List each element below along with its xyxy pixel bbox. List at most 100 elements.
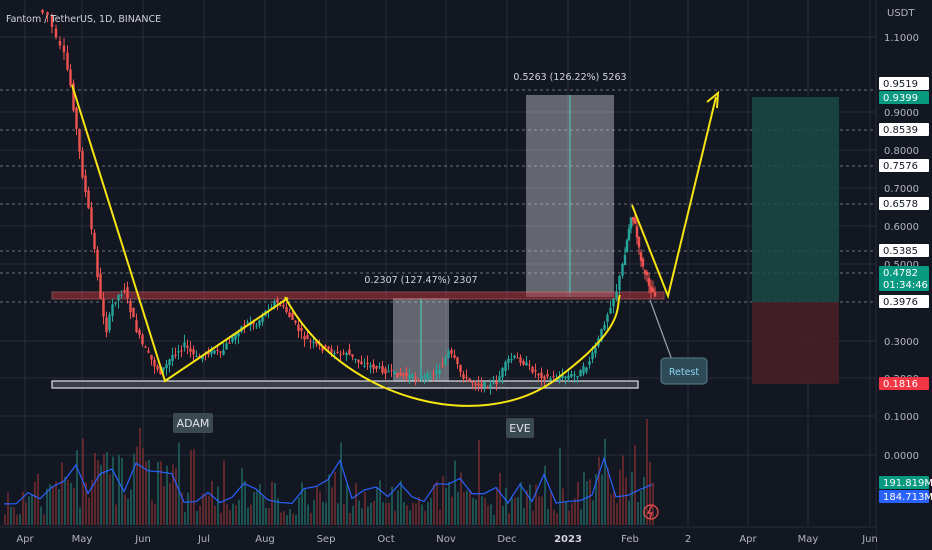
candle-body bbox=[309, 340, 312, 342]
adam-label: ADAM bbox=[177, 417, 210, 430]
candle-body bbox=[483, 382, 486, 388]
candle-body bbox=[649, 286, 653, 293]
volume-bar bbox=[37, 473, 39, 525]
lightning-glyph bbox=[646, 505, 653, 519]
adam-trendline bbox=[71, 84, 289, 383]
volume-bar bbox=[382, 502, 384, 525]
volume-bar bbox=[79, 507, 81, 525]
volume-bar bbox=[508, 513, 510, 525]
candle-body bbox=[570, 374, 573, 377]
price-tag: 01:34:46 bbox=[883, 280, 928, 291]
candle-body bbox=[288, 312, 291, 317]
time-tick: Sep bbox=[317, 534, 336, 545]
volume-bar bbox=[148, 459, 150, 525]
candle-body bbox=[639, 252, 643, 261]
candle-body bbox=[81, 150, 84, 178]
candle-body bbox=[162, 367, 165, 371]
volume-bar bbox=[589, 479, 591, 525]
volume-bar bbox=[622, 455, 624, 525]
volume-bar bbox=[412, 502, 414, 525]
volume-bar bbox=[361, 508, 363, 525]
candle-body bbox=[588, 361, 591, 365]
volume-bar bbox=[505, 487, 507, 525]
candle-body bbox=[129, 300, 132, 313]
price-tag: 0.4782 bbox=[883, 268, 918, 279]
volume-bar bbox=[340, 442, 342, 525]
measure-label-1: 0.2307 (127.47%) 2307 bbox=[364, 275, 477, 286]
candle-body bbox=[303, 336, 306, 340]
volume-bar bbox=[346, 484, 348, 525]
candle-body bbox=[189, 348, 192, 352]
candle-body bbox=[312, 341, 315, 343]
price-tick: 0.8000 bbox=[884, 146, 919, 157]
candle-body bbox=[330, 348, 333, 353]
volume-bar bbox=[430, 497, 432, 525]
candle-body bbox=[471, 381, 474, 383]
candle-body bbox=[564, 376, 567, 379]
candle-body bbox=[582, 366, 585, 374]
time-tick: Feb bbox=[621, 534, 639, 545]
candle-body bbox=[637, 237, 641, 248]
volume-bar bbox=[586, 481, 588, 525]
volume-bar bbox=[220, 512, 222, 525]
price-tag: 184.713M bbox=[883, 492, 932, 503]
price-tick: 0.0000 bbox=[884, 451, 919, 462]
axis-currency: USDT bbox=[887, 8, 915, 19]
candle-body bbox=[46, 12, 49, 16]
volume-bar bbox=[445, 488, 447, 525]
candle-body bbox=[615, 291, 618, 299]
volume-bar bbox=[91, 480, 93, 525]
volume-bar bbox=[523, 508, 525, 525]
candle-body bbox=[647, 277, 651, 286]
price-tag-bg bbox=[879, 490, 929, 503]
candle-body bbox=[420, 376, 423, 380]
price-tag-bg bbox=[879, 278, 929, 291]
candle-body bbox=[123, 290, 126, 292]
candle-body bbox=[561, 375, 564, 378]
projection-line bbox=[631, 96, 717, 300]
volume-bar bbox=[160, 461, 162, 525]
candle-body bbox=[631, 216, 635, 221]
candle-body bbox=[258, 320, 261, 326]
alert-lightning-icon bbox=[643, 504, 659, 520]
volume-bar bbox=[34, 481, 36, 525]
volume-bar bbox=[97, 460, 99, 525]
volume-bar bbox=[133, 453, 135, 525]
volume-bar bbox=[526, 490, 528, 525]
price-tag: 0.3976 bbox=[883, 297, 918, 308]
price-tag-bg bbox=[879, 159, 929, 172]
candle-body bbox=[246, 322, 249, 324]
volume-bar bbox=[295, 514, 297, 525]
volume-bar bbox=[511, 498, 513, 525]
candle-body bbox=[219, 351, 222, 353]
volume-bar bbox=[217, 486, 219, 525]
volume-bar bbox=[463, 491, 465, 525]
candle-body bbox=[489, 384, 492, 388]
candle-body bbox=[156, 366, 159, 370]
volume-bar bbox=[427, 501, 429, 525]
candle-body bbox=[627, 228, 631, 240]
volume-bar bbox=[286, 514, 288, 525]
candle-body bbox=[369, 365, 372, 368]
candle-body bbox=[633, 217, 637, 224]
candle-body bbox=[105, 317, 108, 333]
projection-arrowhead bbox=[706, 90, 720, 109]
candle-body bbox=[519, 357, 522, 363]
candle-body bbox=[492, 382, 495, 384]
candle-body bbox=[300, 328, 303, 332]
price-tag: 191.819M bbox=[883, 478, 932, 489]
price-tag: 0.8539 bbox=[883, 125, 918, 136]
candle-body bbox=[552, 375, 555, 377]
candle-body bbox=[645, 272, 649, 276]
volume-bar bbox=[424, 510, 426, 525]
volume-bar bbox=[205, 494, 207, 525]
volume-bar bbox=[577, 481, 579, 525]
candle-body bbox=[643, 270, 647, 274]
volume-bar bbox=[55, 481, 57, 525]
volume-bar bbox=[343, 504, 345, 525]
candle-body bbox=[444, 358, 447, 365]
candle-body bbox=[66, 52, 69, 70]
volume-bar bbox=[571, 502, 573, 525]
volume-bar bbox=[118, 454, 120, 525]
